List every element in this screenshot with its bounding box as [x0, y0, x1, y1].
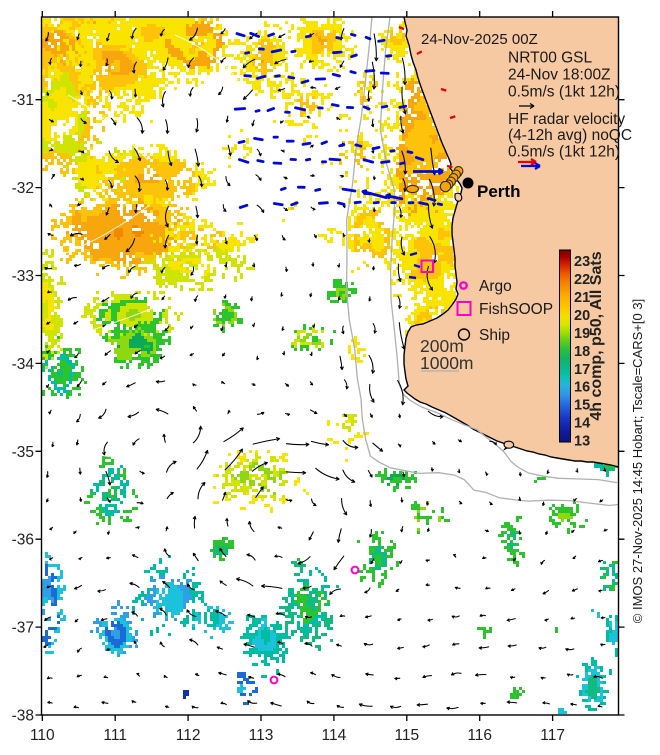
svg-text:114: 114 — [322, 727, 347, 744]
svg-text:-33: -33 — [12, 268, 34, 285]
svg-text:112: 112 — [176, 727, 201, 744]
svg-text:Argo: Argo — [479, 278, 512, 295]
svg-text:14: 14 — [574, 416, 590, 432]
svg-text:© IMOS 27-Nov-2025 14:45 Hobar: © IMOS 27-Nov-2025 14:45 Hobart; Tscale=… — [630, 299, 645, 623]
svg-text:(4-12h avg) noQC: (4-12h avg) noQC — [508, 127, 632, 144]
svg-text:4h comp, p50, All Sats: 4h comp, p50, All Sats — [588, 251, 605, 420]
svg-text:-31: -31 — [12, 92, 34, 109]
svg-text:18: 18 — [574, 344, 590, 360]
svg-text:-32: -32 — [12, 180, 34, 197]
svg-text:22: 22 — [574, 272, 590, 288]
svg-text:21: 21 — [574, 290, 590, 306]
svg-text:1000m: 1000m — [420, 353, 474, 373]
svg-text:111: 111 — [103, 727, 127, 744]
svg-text:-35: -35 — [12, 444, 34, 461]
svg-text:0.5m/s (1kt 12h): 0.5m/s (1kt 12h) — [508, 84, 620, 101]
svg-text:NRT00 GSL: NRT00 GSL — [508, 50, 593, 67]
svg-text:-38: -38 — [12, 708, 34, 725]
svg-text:113: 113 — [249, 727, 274, 744]
svg-text:24-Nov 18:00Z: 24-Nov 18:00Z — [508, 67, 611, 84]
svg-text:-34: -34 — [12, 356, 35, 373]
svg-text:116: 116 — [467, 727, 492, 744]
svg-text:13: 13 — [574, 434, 590, 450]
svg-text:15: 15 — [574, 398, 590, 414]
svg-text:Ship: Ship — [479, 327, 510, 344]
svg-text:HF radar velocity: HF radar velocity — [508, 111, 625, 128]
svg-text:16: 16 — [574, 380, 590, 396]
svg-text:110: 110 — [30, 727, 55, 744]
svg-text:-36: -36 — [12, 532, 34, 549]
svg-text:Perth: Perth — [477, 182, 520, 201]
svg-text:17: 17 — [574, 362, 590, 378]
svg-text:-37: -37 — [12, 620, 34, 637]
svg-text:19: 19 — [574, 326, 590, 342]
svg-text:117: 117 — [540, 727, 565, 744]
svg-text:20: 20 — [574, 308, 590, 324]
svg-text:115: 115 — [394, 727, 419, 744]
svg-text:FishSOOP: FishSOOP — [479, 301, 553, 318]
svg-text:24-Nov-2025 00Z: 24-Nov-2025 00Z — [421, 31, 538, 48]
svg-text:200m: 200m — [420, 336, 464, 356]
svg-text:23: 23 — [574, 254, 590, 270]
svg-text:0.5m/s (1kt 12h): 0.5m/s (1kt 12h) — [508, 144, 620, 161]
